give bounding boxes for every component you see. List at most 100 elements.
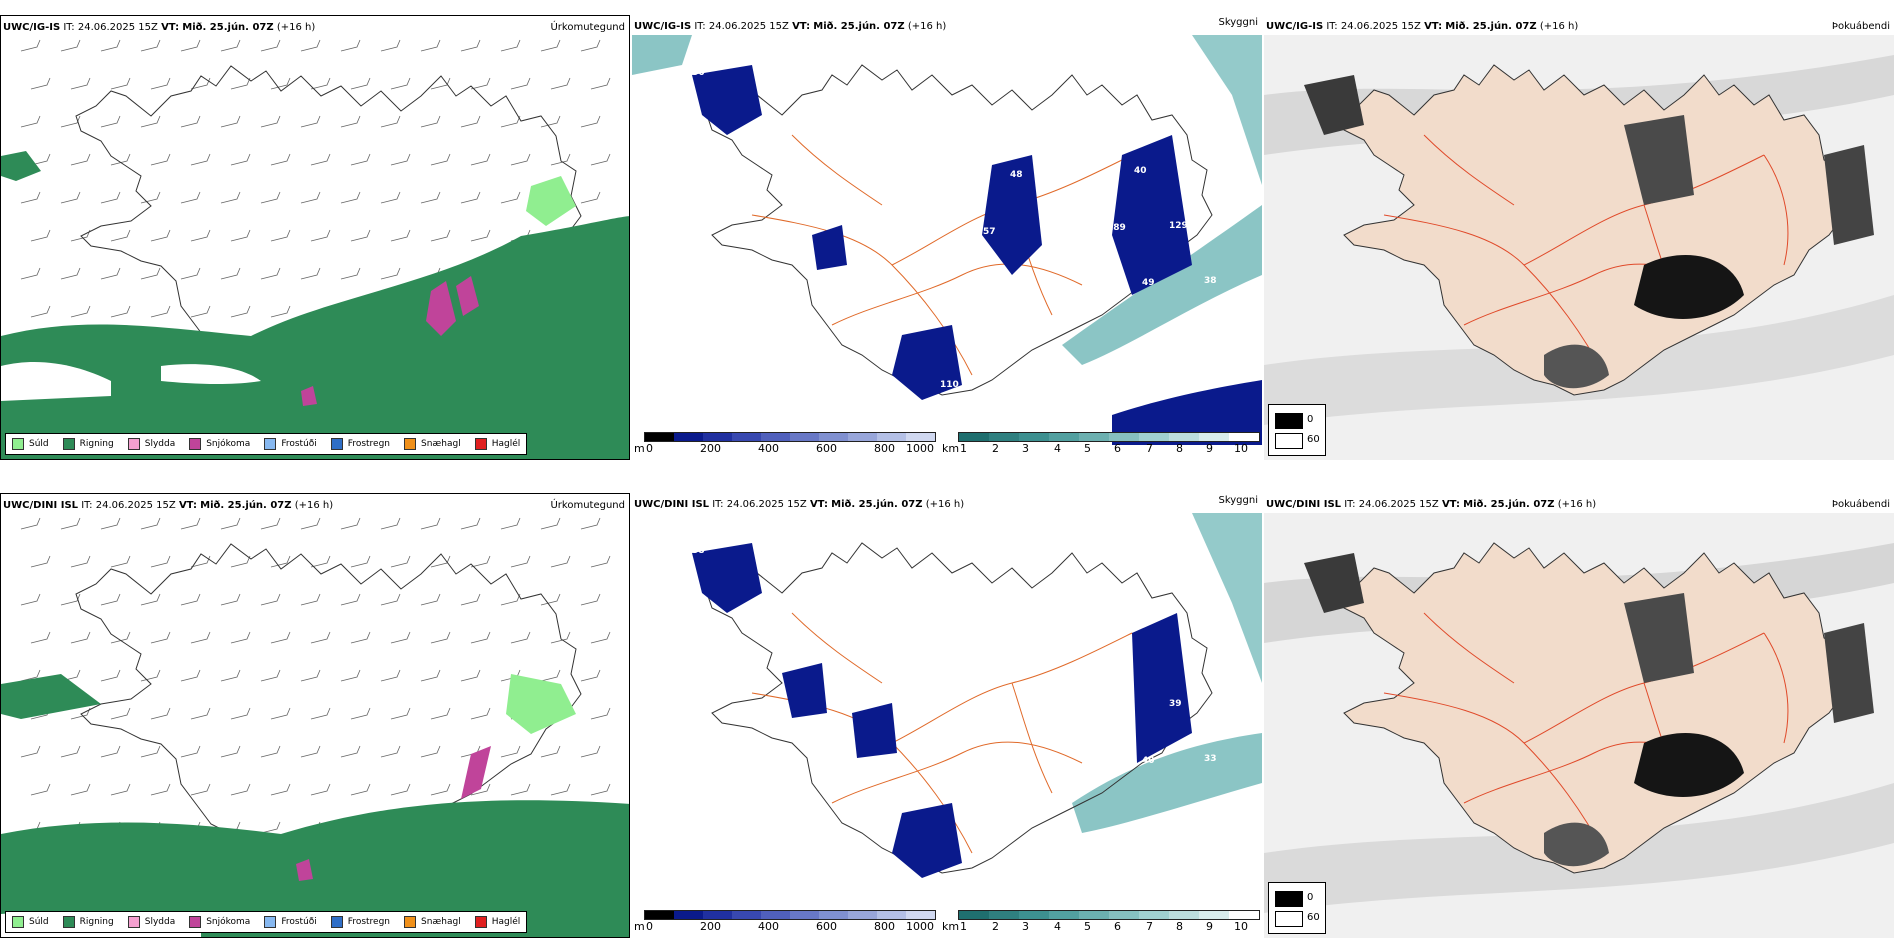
wind-barb: [310, 783, 331, 796]
wind-barb: [260, 821, 281, 834]
value-label: 46: [1072, 646, 1085, 656]
wind-barb: [20, 39, 41, 52]
wind-barb: [380, 39, 401, 52]
value-label: 89: [754, 864, 767, 874]
wind-barb: [220, 39, 241, 52]
wind-barb: [230, 77, 251, 90]
value-label: 44: [1177, 811, 1190, 821]
wind-barb: [100, 517, 121, 530]
wind-barb: [420, 593, 441, 606]
wind-barb: [150, 77, 171, 90]
wind-barb: [60, 267, 81, 280]
wind-barb: [460, 115, 481, 128]
value-label: 58: [692, 546, 705, 556]
wind-barb: [340, 517, 361, 530]
wind-barb: [60, 191, 81, 204]
value-label: 76: [948, 172, 961, 182]
product-title: Úrkomutegund: [550, 22, 625, 33]
road-line: [1763, 632, 1789, 744]
precip-map: [1, 517, 629, 937]
value-label: 40: [886, 174, 899, 184]
wind-barb: [430, 631, 451, 644]
wind-barb: [540, 517, 561, 530]
wind-barb: [20, 191, 41, 204]
wind-barb: [110, 77, 131, 90]
product-title: Þokuábendi: [1831, 21, 1890, 32]
wind-barb: [150, 707, 171, 720]
wind-barb: [220, 115, 241, 128]
wind-barb: [180, 115, 201, 128]
wind-barb: [310, 229, 331, 242]
wind-barb: [30, 77, 51, 90]
wind-barb: [590, 77, 611, 90]
wind-barb: [420, 745, 441, 758]
wind-barb: [350, 229, 371, 242]
value-label: 93: [746, 752, 759, 762]
value-label: 38: [1204, 276, 1217, 286]
iceland-land: [1338, 542, 1845, 874]
wind-barb: [220, 267, 241, 280]
value-label: 40: [1142, 756, 1155, 766]
wind-barb: [390, 555, 411, 568]
wind-barb: [60, 593, 81, 606]
wind-barb: [70, 77, 91, 90]
wind-barb: [550, 555, 571, 568]
panel-header: UWC/DINI ISL IT: 24.06.2025 15Z VT: Mið.…: [634, 499, 965, 510]
wind-barb: [190, 305, 211, 318]
visibility-colorbar: km 1 2 3 4 5 6 7 8 9 10: [942, 432, 1260, 455]
wind-barb: [510, 555, 531, 568]
wind-barb: [390, 77, 411, 90]
value-label: 57: [983, 227, 996, 237]
wind-barb: [300, 517, 321, 530]
wind-barb: [340, 593, 361, 606]
wind-barb: [270, 783, 291, 796]
wind-barb: [460, 593, 481, 606]
value-label: 52: [719, 331, 732, 341]
wind-barb: [580, 669, 601, 682]
wind-barb: [300, 267, 321, 280]
wind-barb: [20, 593, 41, 606]
value-label: 40: [1134, 166, 1147, 176]
panel-header: UWC/DINI ISL IT: 24.06.2025 15Z VT: Mið.…: [1266, 499, 1597, 510]
wind-barb: [580, 191, 601, 204]
wind-barb: [380, 593, 401, 606]
wind-barb: [350, 707, 371, 720]
panel-header: UWC/IG-IS IT: 24.06.2025 15Z VT: Mið. 25…: [3, 22, 316, 33]
wind-barb: [470, 229, 491, 242]
value-label: 41: [913, 595, 926, 605]
wind-barb: [140, 669, 161, 682]
wind-barb: [430, 783, 451, 796]
wind-barb: [300, 115, 321, 128]
wind-barb: [180, 669, 201, 682]
value-label: 156: [746, 274, 765, 284]
wind-barb: [380, 669, 401, 682]
road-line: [1383, 692, 1605, 854]
wind-barb: [510, 153, 531, 166]
value-label: 66: [948, 650, 961, 660]
drizzle-area: [526, 176, 576, 226]
wind-barb: [100, 593, 121, 606]
wind-barb: [70, 305, 91, 318]
wind-barb: [110, 631, 131, 644]
wind-barb: [60, 745, 81, 758]
precip-legend: Súld Rigning Slydda Snjókoma Frostúði Fr…: [5, 433, 528, 455]
snow-area: [301, 386, 317, 406]
wind-barb: [180, 517, 201, 530]
wind-barb: [230, 555, 251, 568]
fog-map: [1264, 35, 1894, 460]
wind-barb: [20, 745, 41, 758]
value-label: 62: [913, 117, 926, 127]
visibility-map: 56 56 40 57 103 84 70 86 76 45 49 52 69 62 48 189 38 87 19…: [632, 35, 1262, 445]
wind-barb: [430, 229, 451, 242]
wind-barb: [140, 745, 161, 758]
value-label: 255: [975, 115, 994, 125]
wind-barb: [110, 707, 131, 720]
value-label: 102: [1045, 703, 1064, 713]
fog-map: [1264, 513, 1894, 938]
wind-barb: [590, 153, 611, 166]
fog-legend: 0 60: [1268, 882, 1326, 934]
wind-barb: [140, 593, 161, 606]
wind-barb: [260, 191, 281, 204]
wind-barb: [190, 153, 211, 166]
wind-barb: [430, 77, 451, 90]
